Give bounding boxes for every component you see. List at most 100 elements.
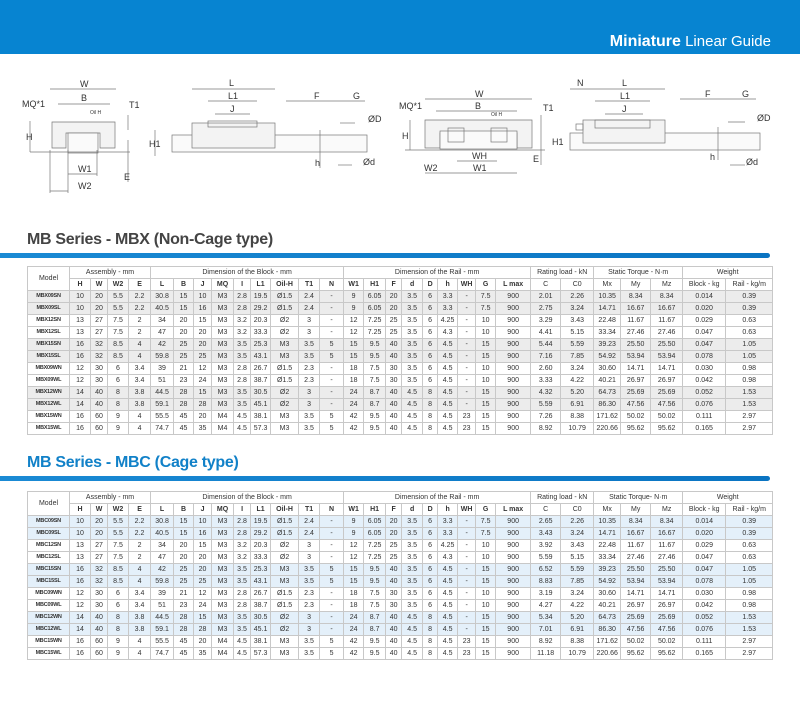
table-cell: 3.24 <box>560 527 595 540</box>
table-cell: Ø2 <box>270 623 300 636</box>
table-cell: 8 <box>422 386 439 399</box>
table-cell: 8.92 <box>530 635 562 648</box>
table-cell: 16 <box>193 302 213 315</box>
table-cell: 30.5 <box>250 386 272 399</box>
table-cell: 6 <box>422 302 439 315</box>
table-cell: 3.5 <box>401 527 424 540</box>
table-cell: 5.44 <box>530 338 562 351</box>
table-cell: 3.5 <box>401 326 424 339</box>
table-cell: 8 <box>422 635 439 648</box>
table-cell: 4.5 <box>437 623 459 636</box>
table-cell: 10 <box>475 587 497 600</box>
table-cell: 42 <box>150 563 175 576</box>
table-cell: 35 <box>193 647 213 660</box>
table-cell: 20 <box>193 635 213 648</box>
table-cell: M4 <box>211 422 235 435</box>
table-cell: 27 <box>90 314 108 327</box>
table-cell: 900 <box>495 539 532 552</box>
table-cell: - <box>319 539 345 552</box>
table-cell: 3.5 <box>401 374 424 387</box>
header-group-row: Model Assembly - mm Dimension of the Block… <box>27 266 774 291</box>
table-cell: 8.34 <box>620 290 652 303</box>
table-cell: 15 <box>193 314 213 327</box>
table-cell: 3.2 <box>233 551 252 564</box>
table-cell: 3.5 <box>401 539 424 552</box>
table-cell: 8 <box>422 410 439 423</box>
header-group: Dimension of the Rail - mm <box>343 266 532 279</box>
table-cell: 3.8 <box>127 398 152 411</box>
table-cell: 16 <box>69 647 91 660</box>
table-cell: 30 <box>385 374 403 387</box>
table-cell: 3.2 <box>233 326 252 339</box>
table-cell: 64.73 <box>593 611 622 624</box>
table-cell: 2.65 <box>530 515 562 528</box>
table-cell: Ø2 <box>270 386 300 399</box>
table-cell: 2 <box>127 551 152 564</box>
header-group: Rating load - kN <box>530 266 595 279</box>
label-W: W <box>80 79 89 89</box>
table-cell: 24 <box>193 374 213 387</box>
table-cell: 0.111 <box>682 635 727 648</box>
table-cell: 20 <box>173 326 195 339</box>
table-cell: 3.5 <box>233 398 252 411</box>
column-header: T1 <box>298 503 321 516</box>
table-cell: 14.71 <box>593 527 622 540</box>
table-cell: Ø2 <box>270 539 300 552</box>
label-H1: H1 <box>552 137 564 147</box>
table-cell: 30 <box>385 362 403 375</box>
table-cell: 5 <box>319 338 345 351</box>
table-cell: 10 <box>475 314 497 327</box>
table-cell: 2.97 <box>725 422 774 435</box>
table-cell: 0.165 <box>682 422 727 435</box>
table-cell: 39.23 <box>593 338 622 351</box>
table-cell: 6 <box>422 587 439 600</box>
table-row: MBX12SL 13 27 7.5 2 47 20 20 M3 3.2 33.3 Ø2 3-12 7.25… <box>27 326 774 339</box>
table-cell: 16 <box>69 563 91 576</box>
table-cell: 40 <box>385 350 403 363</box>
table-cell: - <box>457 551 477 564</box>
table-cell: 27.46 <box>650 551 684 564</box>
table-row: MBC12SN 13 27 7.5 2 34 20 15 M3 3.2 20.3 Ø2 3-12 7.25… <box>27 539 774 552</box>
table-cell: 15 <box>343 350 365 363</box>
table-cell: 6.05 <box>363 515 387 528</box>
table-row: MBC09SN 10 20 5.5 2.2 30.8 15 10 M3 2.8 19.5 Ø1.5 2.… <box>27 515 774 528</box>
column-header: W2 <box>107 278 129 291</box>
table-cell: 900 <box>495 587 532 600</box>
table-cell: 1.53 <box>725 398 774 411</box>
column-header: I <box>233 503 252 516</box>
table-cell: 3.5 <box>401 290 424 303</box>
table-cell: 25 <box>173 338 195 351</box>
table-cell: M3 <box>211 623 235 636</box>
table-cell: 2.2 <box>127 527 152 540</box>
column-header: J <box>193 278 213 291</box>
table-cell: 25.50 <box>650 563 684 576</box>
table-cell: 40 <box>90 611 108 624</box>
table-cell: - <box>457 338 477 351</box>
table-cell: 20 <box>90 515 108 528</box>
label-oil-h: Oil H <box>90 110 102 116</box>
label-D: ØD <box>757 113 771 123</box>
table-cell: 25 <box>173 575 195 588</box>
model-cell: MBC12SN <box>27 539 70 552</box>
table-cell: 900 <box>495 398 532 411</box>
table-cell: 64.73 <box>593 386 622 399</box>
table-cell: 25.69 <box>650 611 684 624</box>
header-group: Assembly - mm <box>68 491 152 504</box>
table-cell: 3.5 <box>401 338 424 351</box>
table-cell: 6 <box>422 515 439 528</box>
table-cell: 0.047 <box>682 326 727 339</box>
table-cell: 3.5 <box>233 623 252 636</box>
table-cell: 6 <box>422 551 439 564</box>
table-cell: 24 <box>343 398 365 411</box>
model-cell: MBX09WL <box>27 374 70 387</box>
table-cell: 26.7 <box>250 587 272 600</box>
table-cell: 51 <box>150 599 175 612</box>
table-cell: 32 <box>90 575 108 588</box>
table-cell: 20 <box>193 326 213 339</box>
model-cell: MBC15WL <box>27 647 70 660</box>
table-cell: - <box>457 539 477 552</box>
table-cell: 10 <box>193 515 213 528</box>
table-cell: M3 <box>270 350 300 363</box>
table-cell: 14.71 <box>650 362 684 375</box>
table-cell: 7.26 <box>530 410 562 423</box>
